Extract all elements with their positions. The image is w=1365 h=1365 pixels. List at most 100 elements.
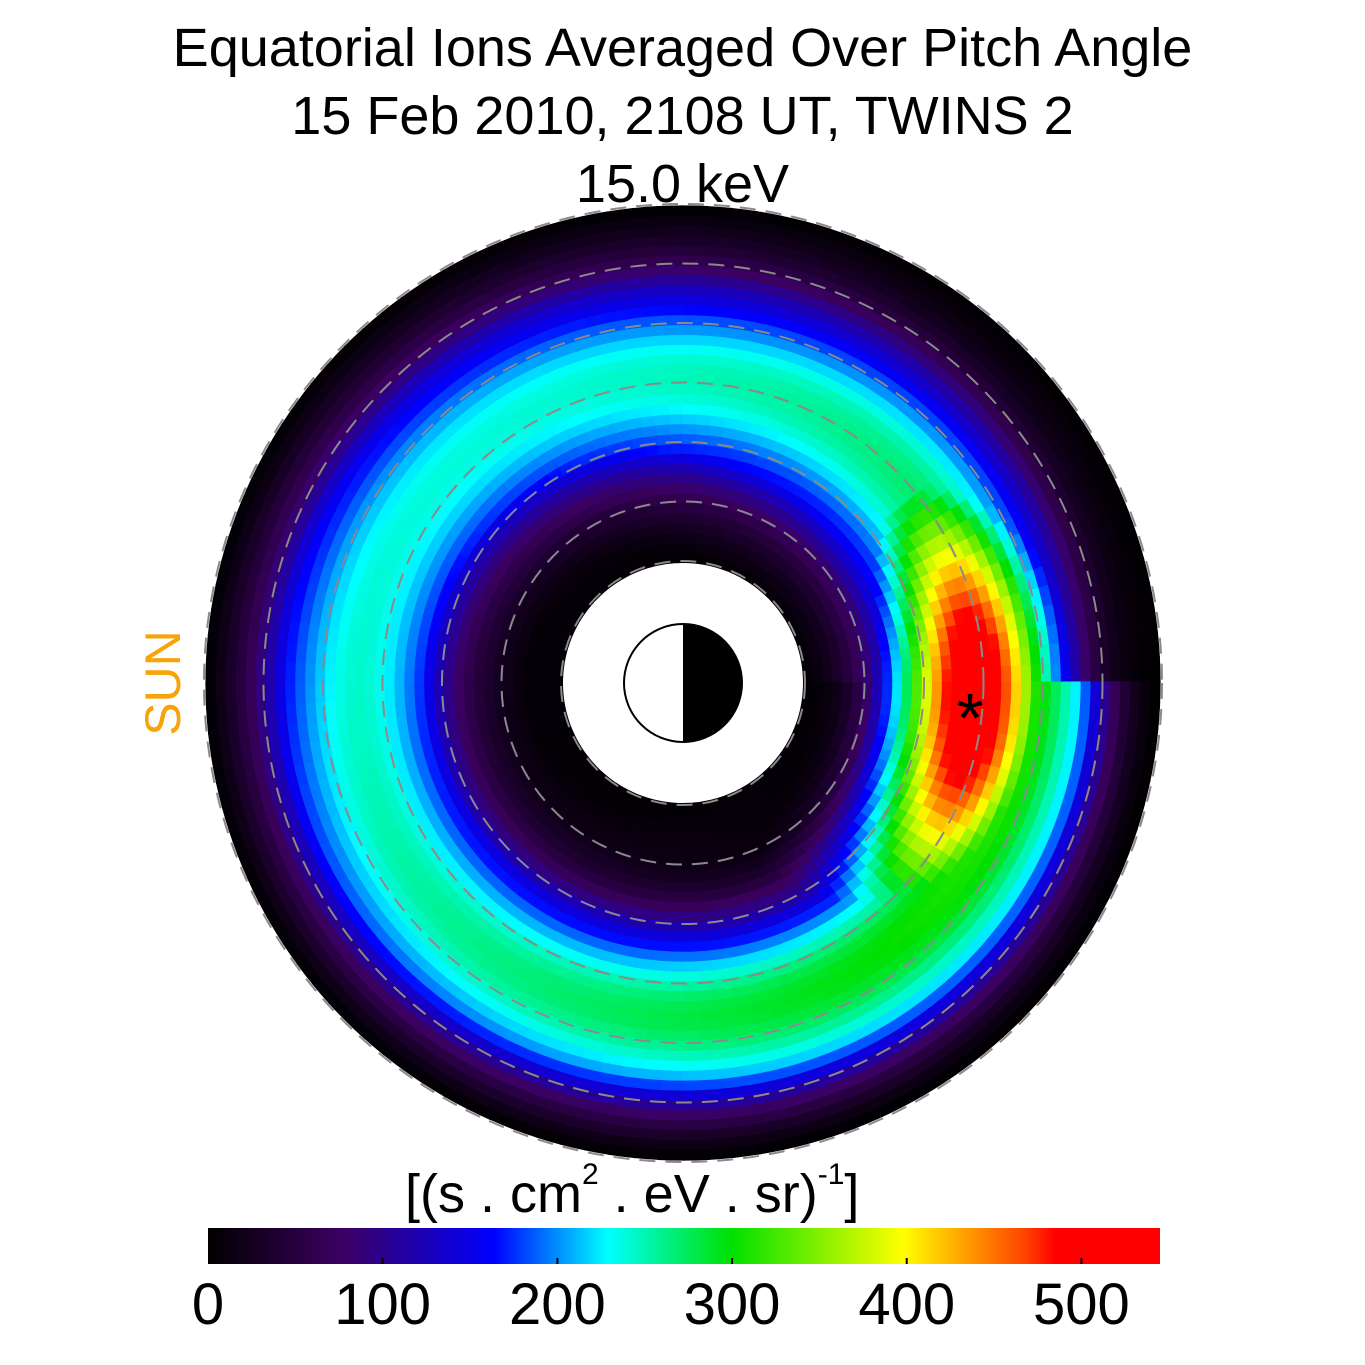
- heatmap-cell: [648, 1009, 668, 1021]
- heatmap-cell: [691, 513, 701, 524]
- heatmap-cell: [424, 669, 435, 684]
- heatmap-cell: [285, 683, 296, 705]
- heatmap-cell: [683, 971, 700, 982]
- heatmap-cell: [656, 205, 683, 216]
- heatmap-cell: [668, 961, 684, 972]
- heatmap-cell: [683, 823, 691, 834]
- heatmap-cell: [681, 305, 702, 316]
- heatmap-cell: [654, 950, 670, 962]
- heatmap-cell: [1140, 681, 1151, 707]
- heatmap-cell: [658, 454, 671, 465]
- heatmap-cell: [656, 841, 667, 853]
- heatmap-cell: [697, 940, 713, 952]
- heatmap-cell: [473, 693, 484, 705]
- heatmap-cell: [682, 473, 694, 484]
- heatmap-cell: [225, 659, 236, 685]
- heatmap-cell: [364, 666, 375, 684]
- heatmap-cell: [991, 665, 1002, 683]
- heatmap-cell: [660, 891, 673, 902]
- heatmap-cell: [503, 683, 514, 693]
- heatmap-cell: [699, 990, 717, 1002]
- heatmap-cell: [265, 661, 276, 685]
- heatmap-cell: [683, 813, 691, 824]
- heatmap-cell: [681, 215, 707, 226]
- heatmap-cell: [394, 683, 405, 699]
- heatmap-cell: [667, 822, 676, 833]
- heatmap-cell: [523, 675, 534, 684]
- heatmap-cell: [206, 633, 219, 660]
- heatmap-cell: [215, 659, 226, 685]
- heatmap-cell: [682, 533, 690, 544]
- heatmap-cell: [689, 543, 697, 554]
- heatmap-cell: [697, 384, 714, 396]
- heatmap-cell: [674, 842, 684, 853]
- heatmap-cell: [659, 1130, 685, 1141]
- heatmap-cell: [901, 694, 912, 707]
- heatmap-cell: [706, 206, 733, 219]
- heatmap-cell: [665, 1021, 685, 1032]
- heatmap-cell: [1009, 699, 1021, 719]
- heatmap-cell: [682, 334, 702, 345]
- heatmap-cell: [424, 696, 436, 711]
- heatmap-cell: [205, 683, 216, 710]
- heatmap-cell: [364, 650, 376, 668]
- heatmap-cell: [1148, 706, 1161, 733]
- colorbar-units-label: [(s . cm2 . eV . sr)-1]: [405, 1158, 859, 1225]
- heatmap-cell: [841, 699, 853, 710]
- heatmap-cell: [344, 665, 355, 684]
- heatmap-cell: [668, 414, 683, 425]
- heatmap-cell: [683, 1080, 706, 1091]
- heatmap-cell: [463, 671, 474, 683]
- heatmap-cell: [675, 543, 683, 554]
- heatmap-cell: [669, 932, 684, 943]
- heatmap-cell: [701, 494, 713, 506]
- heatmap-cell: [664, 1031, 684, 1042]
- heatmap-cell: [683, 912, 696, 923]
- heatmap-cell: [941, 682, 952, 697]
- heatmap-cell: [683, 882, 695, 893]
- heatmap-cell: [940, 654, 952, 670]
- heatmap-cell: [891, 693, 902, 706]
- heatmap-cell: [659, 901, 672, 912]
- heatmap-cell: [654, 414, 670, 426]
- heatmap-cell: [483, 662, 494, 674]
- heatmap-cell: [682, 523, 691, 534]
- heatmap-cell: [454, 694, 465, 707]
- heatmap-cell: [696, 404, 712, 416]
- heatmap-cell: [675, 823, 683, 834]
- heatmap-cell: [285, 662, 296, 684]
- heatmap-cell: [921, 695, 933, 710]
- heatmap-cell: [673, 513, 683, 524]
- heatmap-cell: [245, 683, 256, 708]
- heatmap-cell: [683, 961, 699, 972]
- heatmap-cell: [693, 473, 705, 484]
- heatmap-cell: [872, 682, 883, 693]
- heatmap-cell: [682, 443, 695, 454]
- heatmap-cell: [912, 682, 923, 695]
- heatmap-cell: [960, 652, 972, 669]
- heatmap-cell: [682, 463, 694, 474]
- heatmap-cell: [334, 683, 345, 703]
- heatmap-cell: [394, 653, 406, 670]
- heatmap-cell: [683, 892, 695, 903]
- heatmap-cell: [205, 658, 216, 685]
- heatmap-cell: [543, 683, 554, 691]
- heatmap-cell: [669, 802, 677, 813]
- heatmap-cell: [681, 285, 703, 296]
- heatmap-cell: [650, 990, 668, 1002]
- heatmap-cell: [682, 384, 699, 395]
- heatmap-cell: [683, 1130, 709, 1141]
- heatmap-cell: [648, 365, 666, 377]
- heatmap-cell: [683, 941, 698, 952]
- heatmap-cell: [833, 674, 844, 683]
- heatmap-cell: [695, 424, 710, 436]
- heatmap-cell: [682, 324, 702, 335]
- heatmap-cell: [662, 305, 683, 316]
- heatmap-cell: [533, 667, 544, 676]
- heatmap-cell: [682, 344, 701, 355]
- heatmap-cell: [663, 1050, 684, 1061]
- heatmap-cell: [681, 205, 708, 216]
- heatmap-cell: [881, 693, 892, 705]
- heatmap-cell: [911, 694, 922, 708]
- heatmap-cell: [1080, 681, 1091, 704]
